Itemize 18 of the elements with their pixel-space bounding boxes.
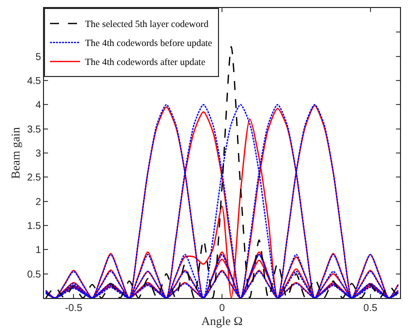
y-tick-label: 2.5	[27, 172, 42, 184]
y-tick-label: 3	[35, 148, 42, 160]
x-axis-title: Angle Ω	[201, 314, 243, 328]
y-tick-label: 0.5	[27, 269, 42, 280]
legend-label: The 4th codewords before update	[85, 39, 212, 50]
y-tick-label: 1	[35, 245, 42, 256]
y-tick-label: 3.5	[27, 124, 42, 136]
legend-label: The selected 5th layer codeword	[85, 20, 209, 30]
y-axis-title: Beam gain	[8, 127, 22, 179]
y-tick-label: 1.5	[27, 221, 42, 232]
y-tick-label: 5	[35, 52, 42, 63]
x-tick-label: 0	[219, 303, 226, 314]
y-tick-label: 4	[35, 100, 42, 112]
legend-label: The 4th codewords after update	[85, 58, 206, 68]
y-tick-label: 4.5	[27, 76, 42, 87]
x-tick-label: -0.5	[65, 303, 83, 314]
y-tick-label: 2	[35, 196, 42, 208]
x-tick-label: 0.5	[363, 303, 378, 314]
